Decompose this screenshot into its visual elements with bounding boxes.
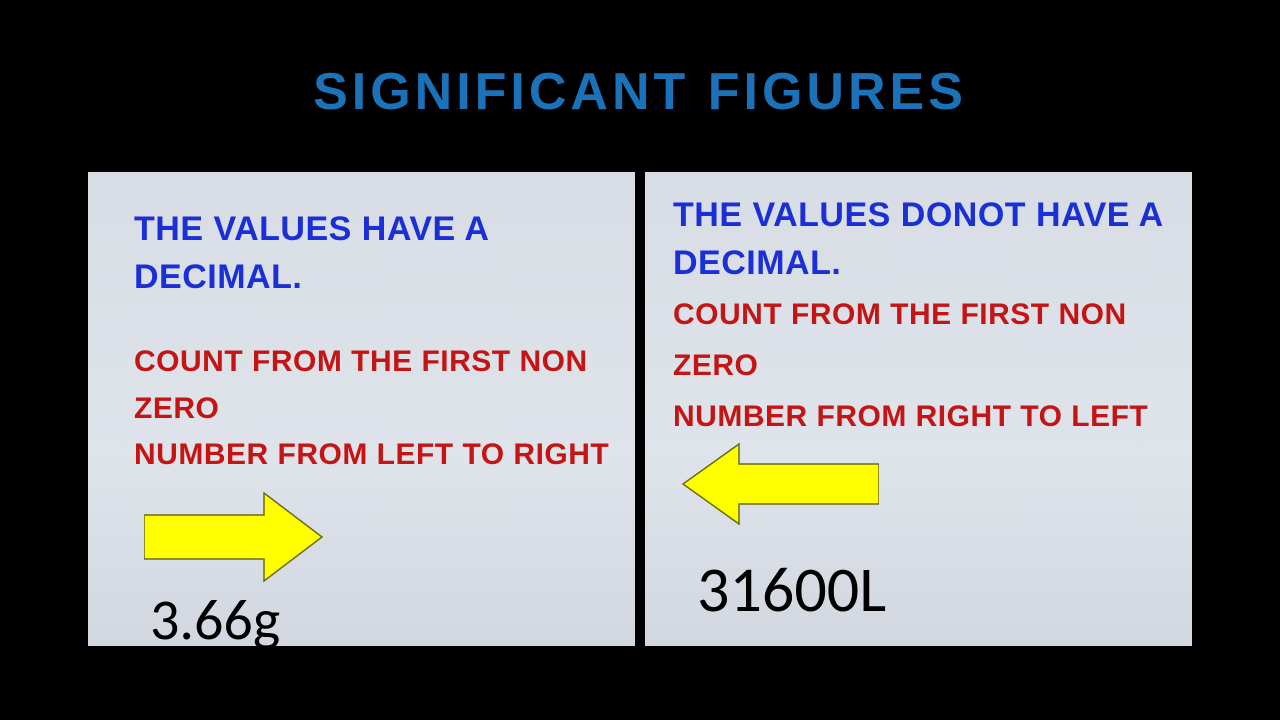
subtext-line: COUNT FROM THE FIRST NON ZERO <box>134 345 588 425</box>
panels-container: THE VALUES HAVE A DECIMAL. COUNT FROM TH… <box>0 122 1280 646</box>
subtext-line: NUMBER FROM RIGHT TO LEFT <box>673 400 1148 433</box>
example-value-right: 31600L <box>697 551 1168 629</box>
subtext-line: COUNT FROM THE FIRST NON ZERO <box>673 298 1127 382</box>
panel-decimal: THE VALUES HAVE A DECIMAL. COUNT FROM TH… <box>88 172 635 646</box>
panel-no-decimal: THE VALUES DONOT HAVE A DECIMAL. COUNT F… <box>645 172 1192 646</box>
panel-subtext-right: COUNT FROM THE FIRST NON ZERO NUMBER FRO… <box>673 289 1168 442</box>
arrow-left-icon <box>679 442 1168 531</box>
heading-line: DECIMAL. <box>673 244 841 282</box>
panel-heading-left: THE VALUES HAVE A DECIMAL. <box>116 192 611 301</box>
page-title: SIGNIFICANT FIGURES <box>0 0 1280 122</box>
arrow-right-icon <box>144 491 611 588</box>
subtext-line: NUMBER FROM LEFT TO RIGHT <box>134 438 609 471</box>
heading-line: THE VALUES DONOT HAVE A <box>673 196 1164 234</box>
example-value-left: 3.66g <box>150 584 611 655</box>
panel-heading-right: THE VALUES DONOT HAVE A DECIMAL. <box>673 192 1168 287</box>
panel-subtext-left: COUNT FROM THE FIRST NON ZERO NUMBER FRO… <box>116 339 611 479</box>
